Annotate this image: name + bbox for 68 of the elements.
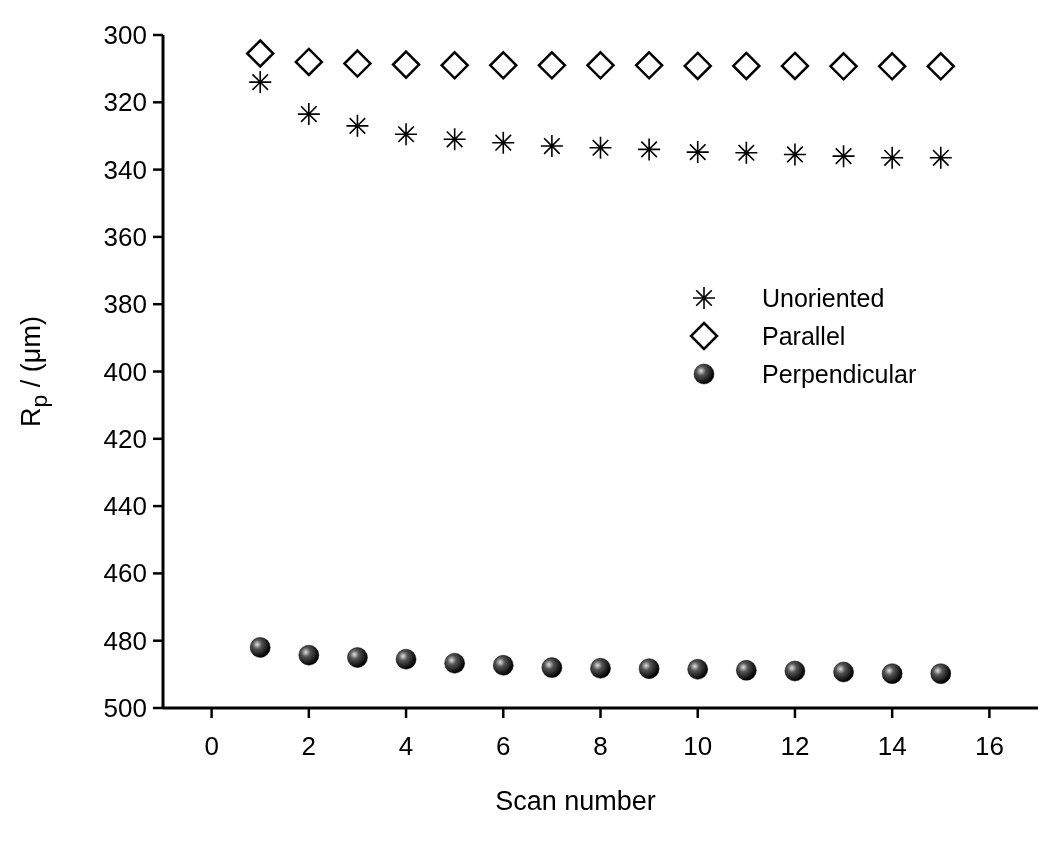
x-tick-label: 14 — [877, 731, 907, 761]
point — [634, 51, 664, 80]
point — [930, 663, 952, 684]
x-tick-label: 6 — [496, 731, 511, 761]
point — [395, 123, 418, 146]
y-tick-label: 420 — [103, 423, 147, 454]
x-tick-label: 10 — [683, 731, 713, 761]
point — [492, 131, 515, 154]
point — [784, 660, 806, 682]
point — [929, 146, 952, 169]
y-tick-label: 500 — [103, 693, 147, 723]
point — [877, 52, 907, 81]
point — [687, 659, 708, 680]
point — [249, 637, 271, 658]
point — [586, 51, 615, 80]
point — [638, 658, 660, 679]
point — [343, 49, 372, 78]
point — [735, 141, 758, 164]
legend-label: Perpendicular — [762, 360, 917, 388]
x-tick-label: 12 — [780, 731, 810, 761]
point — [590, 658, 611, 679]
point — [833, 661, 854, 683]
point — [736, 660, 757, 681]
legend-label: Unoriented — [762, 284, 885, 312]
x-tick-label: 2 — [301, 731, 317, 761]
point — [395, 648, 417, 670]
y-tick-label: 320 — [103, 87, 147, 118]
legend-label: Parallel — [762, 322, 846, 350]
point — [589, 136, 612, 159]
x-tick-label: 4 — [398, 731, 414, 761]
point — [540, 135, 563, 158]
point — [683, 51, 712, 81]
point — [537, 51, 567, 80]
point — [297, 103, 320, 126]
point — [493, 655, 514, 676]
point — [783, 143, 806, 166]
point — [294, 47, 324, 77]
point — [732, 51, 761, 81]
y-tick-label: 440 — [103, 491, 147, 522]
point — [347, 647, 368, 668]
point — [391, 50, 421, 79]
point — [832, 145, 855, 168]
point — [444, 653, 465, 674]
x-tick-label: 16 — [974, 731, 1004, 761]
x-tick-label: 0 — [204, 731, 219, 761]
point — [440, 51, 469, 80]
point — [298, 644, 320, 666]
point — [346, 114, 369, 137]
point — [881, 146, 904, 169]
point — [686, 141, 709, 164]
y-tick-label: 300 — [103, 20, 147, 50]
y-tick-label: 480 — [103, 625, 147, 656]
point — [780, 51, 810, 81]
point — [541, 657, 563, 678]
point — [638, 138, 661, 161]
y-tick-label: 380 — [103, 289, 147, 320]
point — [249, 71, 272, 94]
point — [829, 52, 858, 81]
y-tick-label: 400 — [103, 356, 147, 387]
y-tick-label: 360 — [103, 221, 147, 252]
y-tick-label: 460 — [103, 558, 147, 589]
point — [926, 52, 956, 81]
x-tick-label: 8 — [593, 731, 608, 761]
point — [489, 51, 518, 80]
y-tick-label: 340 — [103, 154, 147, 185]
point — [245, 39, 275, 68]
x-axis-title: Scan number — [495, 786, 656, 816]
point — [881, 663, 903, 684]
